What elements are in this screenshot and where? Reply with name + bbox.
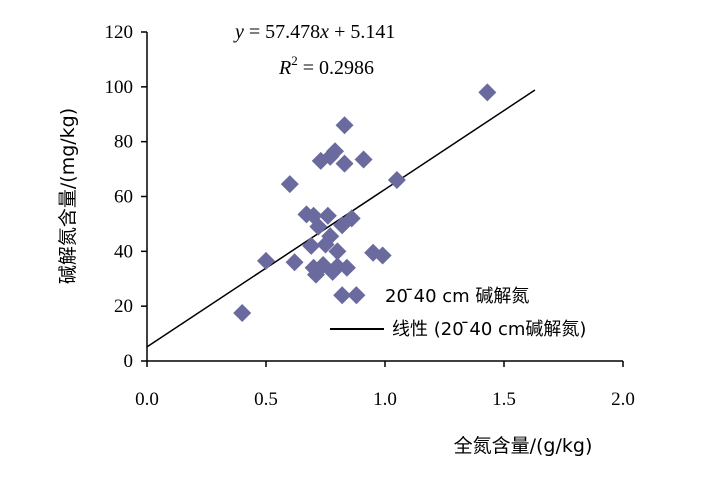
equation-slope: = 57.478 bbox=[244, 21, 320, 43]
legend: 20 ̄40 cm 碱解氮 线性 (20 ̄40 cm碱解氮) bbox=[330, 286, 586, 340]
data-point bbox=[309, 217, 328, 236]
data-point bbox=[280, 175, 299, 194]
data-point bbox=[335, 116, 354, 135]
x-tick-label: 0.0 bbox=[135, 389, 159, 410]
data-point bbox=[257, 251, 275, 270]
r-squared-value: = 0.2986 bbox=[298, 57, 374, 79]
y-tick-label: 20 bbox=[114, 296, 133, 317]
x-tick-group: 0.0 0.5 1.0 1.5 2.0 bbox=[135, 361, 635, 410]
data-point bbox=[387, 171, 406, 190]
y-tick-label: 40 bbox=[114, 241, 133, 262]
equation-x-symbol: x bbox=[319, 21, 329, 43]
data-point bbox=[342, 209, 361, 228]
y-axis-title: 碱解氮含量/(mg/kg) bbox=[57, 108, 79, 284]
x-tick-label: 2.0 bbox=[611, 389, 635, 410]
r-exponent: 2 bbox=[291, 53, 298, 68]
r-symbol: R bbox=[278, 57, 291, 79]
equation-intercept: + 5.141 bbox=[329, 21, 395, 43]
equation-y-symbol: y bbox=[233, 21, 244, 43]
data-point bbox=[337, 258, 356, 277]
marker-group bbox=[233, 83, 497, 323]
y-tick-label: 80 bbox=[114, 132, 133, 153]
data-point bbox=[233, 304, 252, 323]
r-squared: R2 = 0.2986 bbox=[278, 53, 374, 79]
data-point bbox=[302, 236, 321, 255]
legend-label-scatter: 20 ̄40 cm 碱解氮 bbox=[385, 286, 529, 307]
data-point bbox=[321, 227, 340, 246]
data-point bbox=[333, 286, 352, 305]
x-tick-label: 1.0 bbox=[373, 389, 397, 410]
y-tick-label: 60 bbox=[114, 187, 133, 208]
y-tick-label: 0 bbox=[124, 351, 134, 372]
data-point bbox=[326, 142, 345, 161]
x-tick-label: 0.5 bbox=[254, 389, 278, 410]
data-point bbox=[285, 253, 304, 272]
y-tick-label: 100 bbox=[105, 77, 134, 98]
y-tick-label: 120 bbox=[105, 22, 134, 43]
legend-marker-icon bbox=[347, 286, 365, 304]
data-point bbox=[373, 246, 392, 265]
regression-equation: y = 57.478x + 5.141 bbox=[233, 21, 395, 43]
x-tick-label: 1.5 bbox=[492, 389, 516, 410]
data-point bbox=[478, 83, 497, 102]
legend-label-trend: 线性 (20 ̄40 cm碱解氮) bbox=[392, 319, 586, 340]
data-point bbox=[328, 242, 347, 261]
data-point bbox=[335, 154, 354, 173]
x-axis-title: 全氮含量/(g/kg) bbox=[454, 435, 593, 457]
data-point bbox=[318, 206, 337, 225]
data-point bbox=[354, 150, 373, 169]
y-tick-group: 0 20 40 60 80 100 120 bbox=[105, 22, 147, 372]
